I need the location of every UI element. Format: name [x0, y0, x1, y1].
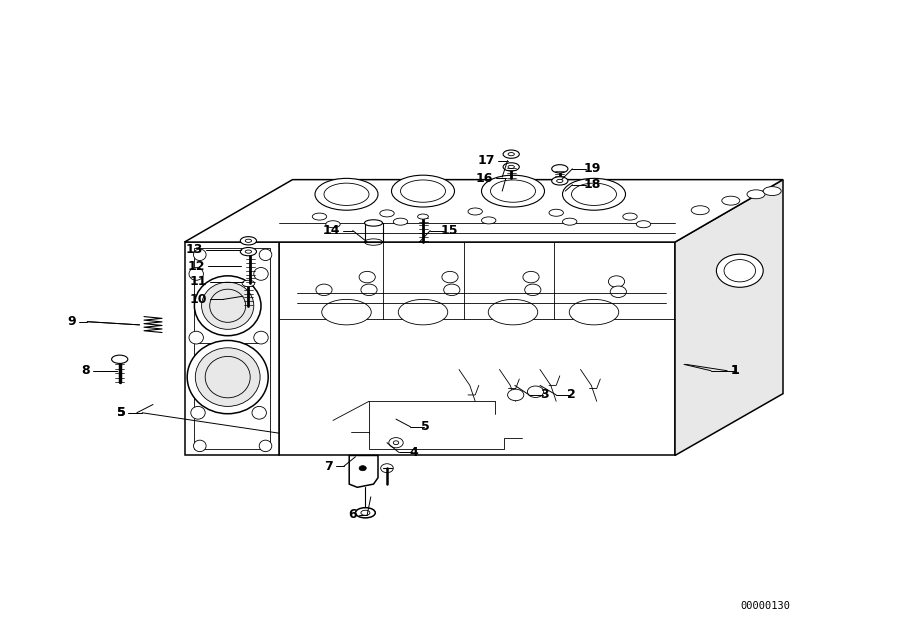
- Ellipse shape: [608, 276, 625, 287]
- Text: 5: 5: [117, 406, 126, 419]
- Text: 9: 9: [68, 315, 76, 328]
- Ellipse shape: [503, 163, 519, 171]
- Text: 13: 13: [186, 243, 203, 256]
- Ellipse shape: [552, 165, 568, 173]
- Text: 11: 11: [190, 275, 207, 288]
- Ellipse shape: [418, 214, 428, 219]
- Ellipse shape: [359, 271, 375, 283]
- Polygon shape: [675, 180, 783, 455]
- Text: 1: 1: [731, 364, 740, 377]
- Ellipse shape: [722, 196, 740, 205]
- Ellipse shape: [356, 508, 375, 518]
- Ellipse shape: [112, 355, 128, 363]
- Ellipse shape: [364, 220, 382, 226]
- Ellipse shape: [326, 221, 340, 228]
- Text: 1: 1: [731, 364, 740, 377]
- Text: 00000130: 00000130: [740, 601, 790, 612]
- Ellipse shape: [763, 187, 781, 196]
- Ellipse shape: [525, 284, 541, 296]
- Ellipse shape: [194, 249, 206, 261]
- Ellipse shape: [361, 284, 377, 296]
- Ellipse shape: [191, 406, 205, 419]
- Ellipse shape: [316, 284, 332, 296]
- Text: 4: 4: [410, 446, 418, 459]
- Ellipse shape: [523, 271, 539, 283]
- Text: 8: 8: [81, 364, 90, 377]
- Ellipse shape: [569, 299, 619, 325]
- Text: 10: 10: [190, 293, 207, 306]
- Polygon shape: [279, 242, 675, 455]
- Ellipse shape: [393, 218, 408, 225]
- Text: 7: 7: [324, 460, 333, 473]
- Ellipse shape: [691, 206, 709, 215]
- Ellipse shape: [468, 208, 482, 215]
- Ellipse shape: [359, 466, 366, 471]
- Text: 3: 3: [540, 389, 549, 401]
- Text: 12: 12: [188, 260, 205, 273]
- Ellipse shape: [623, 213, 637, 220]
- Text: 17: 17: [478, 154, 495, 167]
- Ellipse shape: [202, 282, 254, 329]
- Ellipse shape: [552, 177, 568, 185]
- Ellipse shape: [254, 268, 268, 280]
- Ellipse shape: [482, 217, 496, 224]
- Ellipse shape: [392, 175, 454, 207]
- Ellipse shape: [716, 254, 763, 287]
- Ellipse shape: [527, 386, 544, 397]
- Ellipse shape: [312, 213, 327, 220]
- Ellipse shape: [381, 464, 393, 473]
- Ellipse shape: [189, 331, 203, 344]
- Ellipse shape: [189, 268, 203, 280]
- Ellipse shape: [259, 440, 272, 452]
- Ellipse shape: [240, 237, 256, 245]
- Ellipse shape: [194, 276, 261, 336]
- Text: 18: 18: [583, 178, 600, 191]
- Ellipse shape: [488, 299, 538, 325]
- Ellipse shape: [315, 178, 378, 210]
- Text: 2: 2: [567, 389, 576, 401]
- Ellipse shape: [252, 406, 266, 419]
- Ellipse shape: [636, 221, 651, 228]
- Ellipse shape: [549, 209, 563, 217]
- Polygon shape: [184, 180, 783, 242]
- Polygon shape: [349, 455, 378, 487]
- Ellipse shape: [398, 299, 448, 325]
- Text: 19: 19: [583, 162, 600, 175]
- Text: 5: 5: [117, 406, 126, 419]
- Ellipse shape: [508, 389, 524, 401]
- Ellipse shape: [389, 438, 403, 448]
- Ellipse shape: [482, 175, 544, 207]
- Ellipse shape: [503, 150, 519, 159]
- Ellipse shape: [194, 440, 206, 452]
- Ellipse shape: [240, 248, 256, 256]
- Ellipse shape: [747, 190, 765, 199]
- Ellipse shape: [444, 284, 460, 296]
- Text: 5: 5: [421, 420, 430, 433]
- Ellipse shape: [259, 249, 272, 261]
- Polygon shape: [184, 242, 279, 455]
- Ellipse shape: [380, 210, 394, 217]
- Ellipse shape: [562, 178, 626, 210]
- Ellipse shape: [322, 299, 371, 325]
- Ellipse shape: [562, 218, 577, 225]
- Text: 15: 15: [441, 224, 458, 237]
- Ellipse shape: [442, 271, 458, 283]
- Ellipse shape: [187, 340, 268, 414]
- Ellipse shape: [195, 348, 260, 406]
- Text: 14: 14: [323, 224, 340, 237]
- Text: 6: 6: [347, 508, 356, 521]
- Text: 16: 16: [476, 172, 493, 185]
- Ellipse shape: [254, 331, 268, 344]
- Ellipse shape: [242, 280, 255, 287]
- Ellipse shape: [610, 286, 626, 297]
